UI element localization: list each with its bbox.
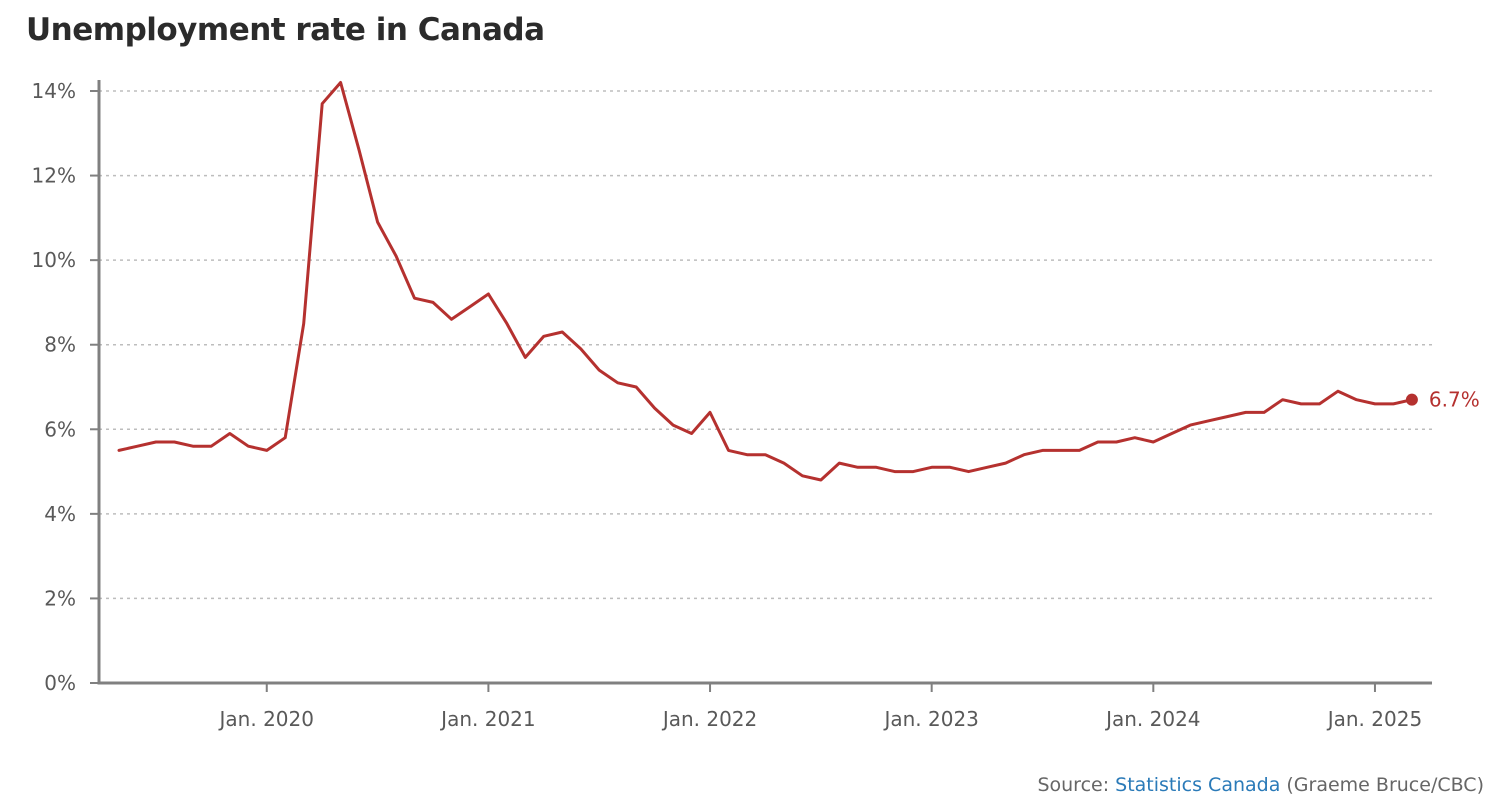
label-layer: 6.7% <box>1429 388 1480 412</box>
y-tick-label: 8% <box>44 333 76 357</box>
series-line <box>117 81 1414 482</box>
source-prefix: Source: <box>1037 774 1116 796</box>
series-layer <box>117 81 1418 482</box>
x-tick-label: Jan. 2021 <box>439 707 535 731</box>
gridlines <box>99 90 1432 600</box>
x-tick-label: Jan. 2020 <box>218 707 314 731</box>
chart-title: Unemployment rate in Canada <box>26 12 545 48</box>
axes <box>97 80 1432 685</box>
source-credit: Source: Statistics Canada (Graeme Bruce/… <box>1037 774 1484 796</box>
y-tick-label: 12% <box>32 164 76 188</box>
x-tick-label: Jan. 2024 <box>1104 707 1200 731</box>
end-point-marker <box>1405 393 1418 406</box>
source-link[interactable]: Statistics Canada <box>1115 774 1281 796</box>
y-tick-label: 4% <box>44 502 76 526</box>
y-tick-label: 2% <box>44 586 76 610</box>
y-tick-label: 10% <box>32 248 76 272</box>
x-tick-label: Jan. 2022 <box>661 707 757 731</box>
y-tick-label: 0% <box>44 671 76 695</box>
source-suffix: (Graeme Bruce/CBC) <box>1280 774 1484 796</box>
end-value-label: 6.7% <box>1429 388 1480 412</box>
y-axis-ticks: 0% 2% 4% 6% 8% 10% 12% 14% <box>32 79 99 695</box>
x-axis-ticks: Jan. 2020 Jan. 2021 Jan. 2022 Jan. 2023 Jan.… <box>218 683 1422 731</box>
x-tick-label: Jan. 2025 <box>1326 707 1422 731</box>
y-tick-label: 14% <box>32 79 76 103</box>
x-tick-label: Jan. 2023 <box>882 707 978 731</box>
y-tick-label: 6% <box>44 417 76 441</box>
